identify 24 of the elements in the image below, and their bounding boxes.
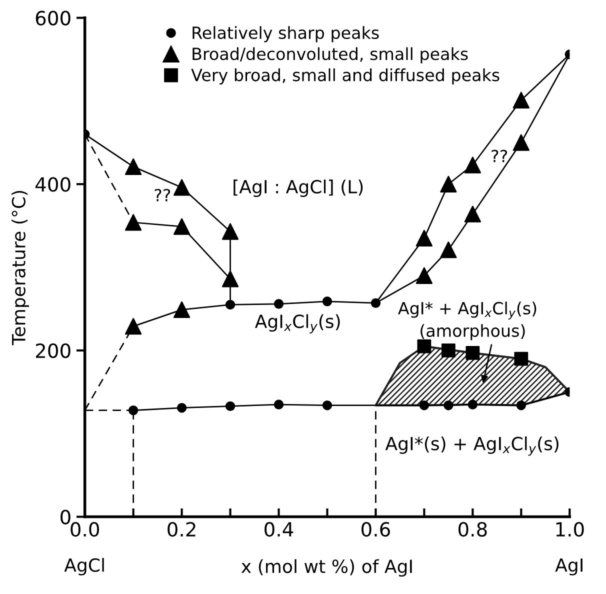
- y-axis-title: Temperature (°C): [12, 190, 29, 346]
- annotation: AgI*(s) + AgI$_{x}$Cl$_{y}$(s): [385, 436, 558, 456]
- text: AgCl: [64, 558, 104, 576]
- y-tick-label: 0: [60, 510, 70, 524]
- y-tick-label: 600: [36, 10, 70, 26]
- y-tick-label: 200: [36, 343, 70, 358]
- x-tick-label: 0.2: [168, 522, 196, 537]
- legend-label: Very broad, small and diffused peaks: [191, 68, 500, 85]
- y-tick-label: 400: [35, 177, 70, 192]
- x-tick-label: 0.0: [70, 522, 100, 537]
- x-tick-label: 0.8: [458, 522, 487, 537]
- annotation: ??: [492, 150, 508, 162]
- annotation: AgI$_{x}$Cl$_{y}$(s): [254, 314, 340, 334]
- x-tick-label: 0.4: [264, 522, 294, 537]
- annotation: ??: [154, 188, 170, 202]
- x-tick-label: 1.0: [556, 522, 584, 537]
- annotation: (amorphous): [420, 324, 525, 340]
- x-axis-title: x (mol wt %) of AgI: [241, 559, 412, 577]
- text: AgI: [555, 558, 582, 576]
- legend-label: Broad/deconvoluted, small peaks: [192, 47, 468, 64]
- annotation: [AgI : AgCl] (L): [234, 180, 363, 198]
- x-tick-label: 0.6: [362, 522, 390, 537]
- legend-label: Relatively sharp peaks: [192, 26, 379, 42]
- annotation: AgI* + AgI$_{x}$Cl$_{y}$(s): [398, 302, 536, 320]
